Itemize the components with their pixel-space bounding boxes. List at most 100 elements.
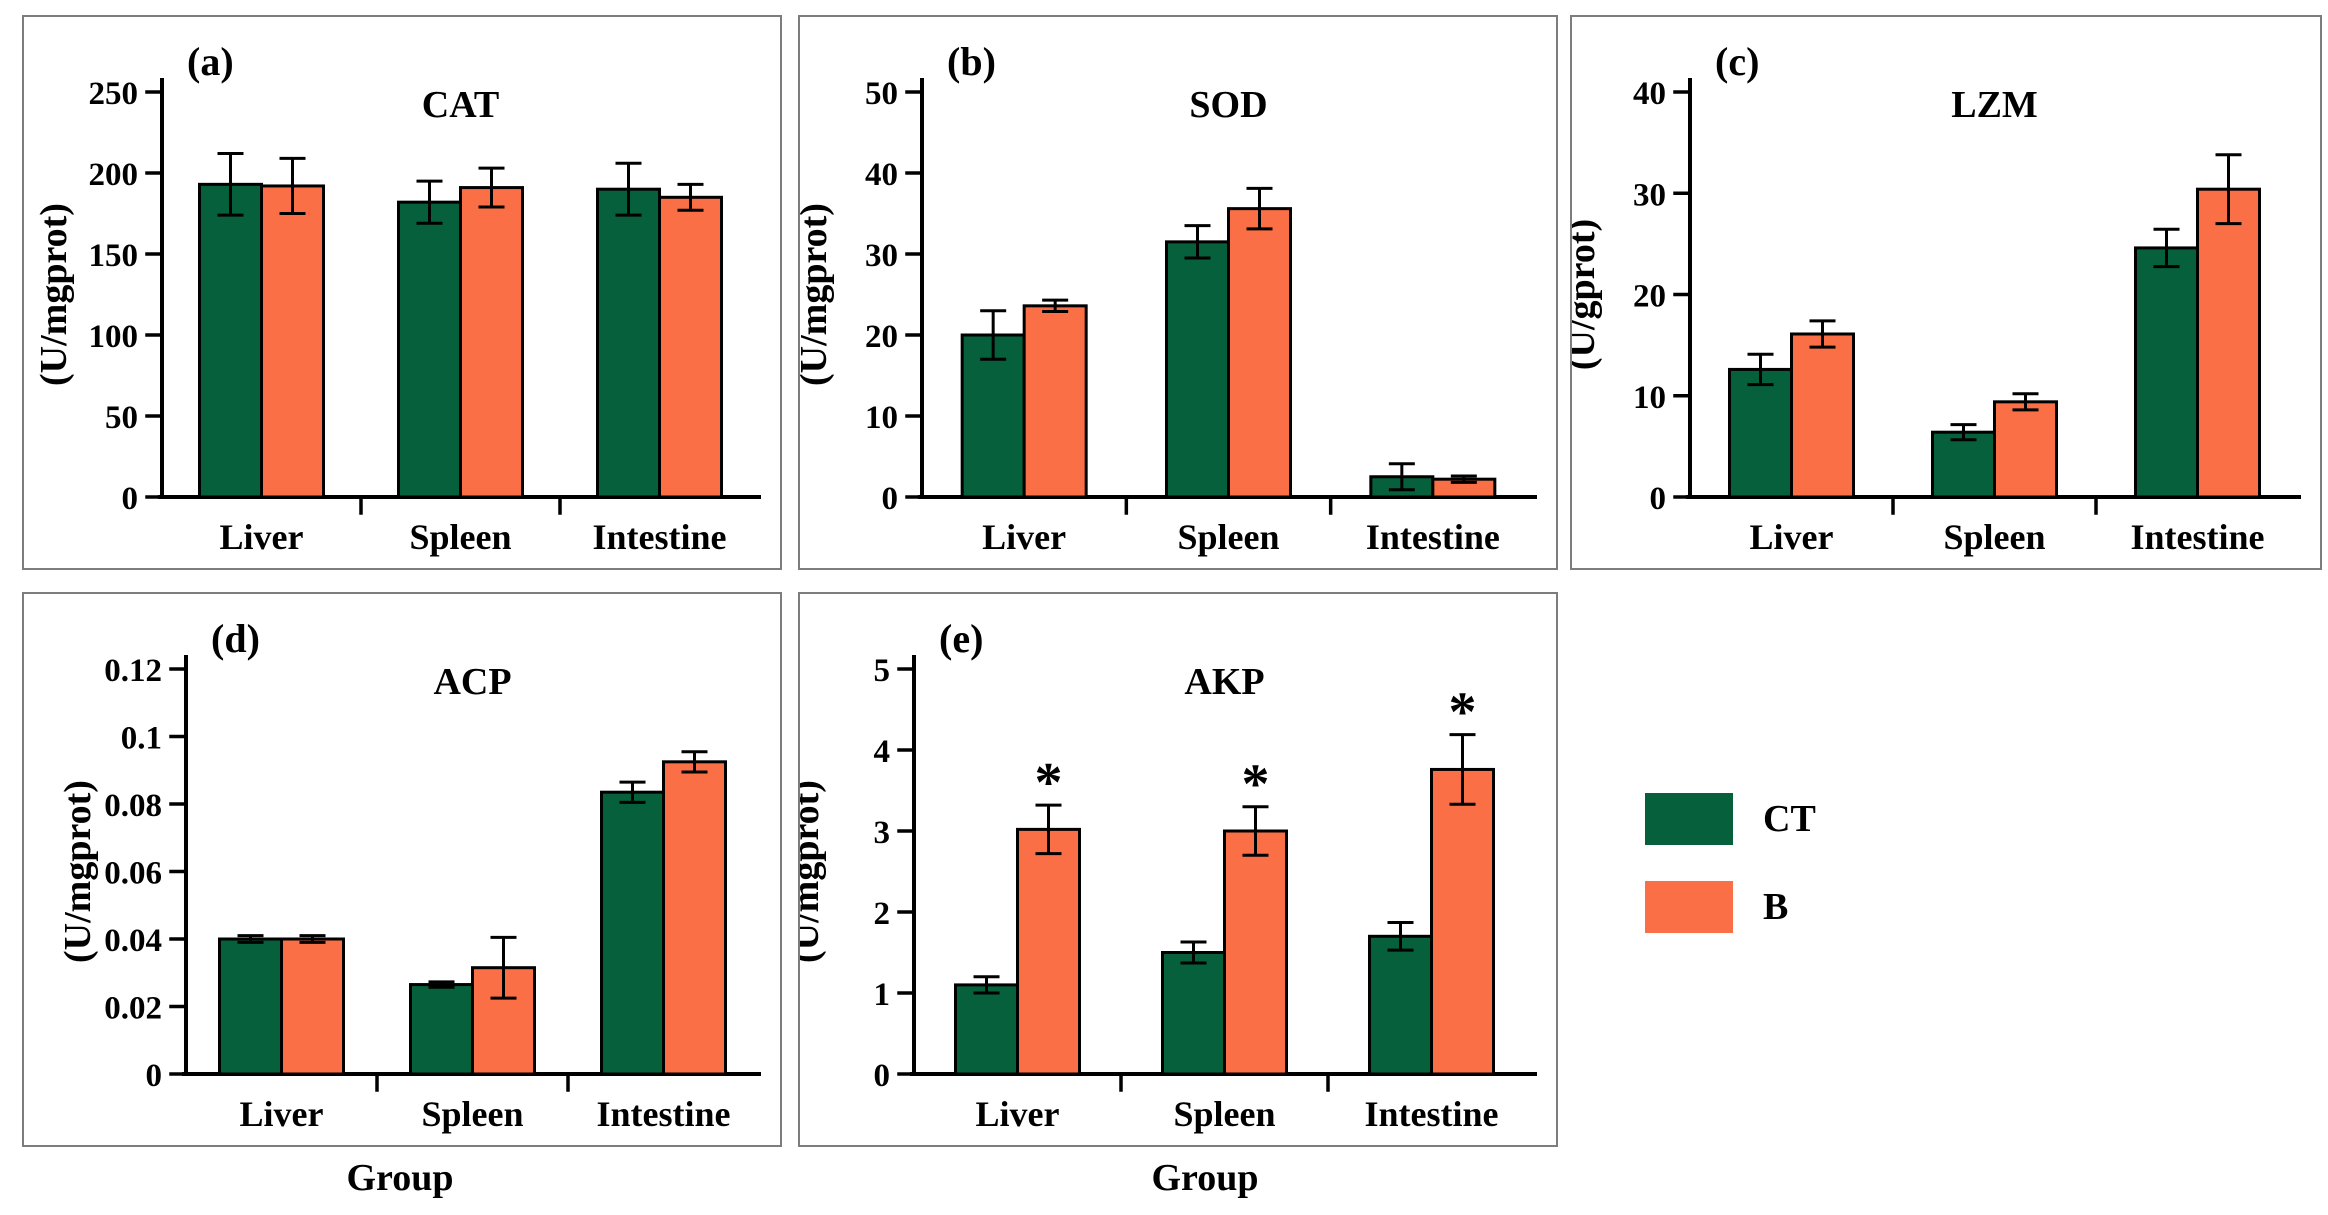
panel-letter: (c) [1715,39,1759,84]
ytick-label: 0.04 [104,923,162,959]
ytick-label: 30 [1633,177,1666,213]
ytick-label: 4 [874,734,891,770]
category-label-liver: Liver [240,1094,324,1134]
ytick-label: 10 [1633,380,1666,416]
bar-ct-intestine [596,187,661,499]
bar-b-spleen [1223,829,1288,1076]
error-bars-b [980,186,1477,492]
x-axis-title-group-e: Group [1151,1157,1259,1199]
chart-c-svg: 0 10 20 30 40 Liver Spleen Intestine LZM (c) (U/gp… [1572,39,2301,557]
ytick-label: 10 [865,400,898,436]
error-bars-c [1747,153,2242,442]
ytick-label: 3 [874,815,891,851]
panel-letter: (e) [939,616,983,661]
panel-e-akp: 0 1 2 3 4 5 Liver Spleen Intestine AKP (e) (U/mgpro… [798,592,1558,1147]
category-label-liver: Liver [976,1094,1060,1134]
legend: CT B [1645,793,1816,933]
bar-b-spleen [1227,207,1292,499]
ytick-label: 0.02 [104,991,162,1027]
category-label-spleen: Spleen [409,517,511,557]
category-label-intestine: Intestine [1365,1094,1499,1134]
legend-item-ct: CT [1645,793,1816,845]
y-axis-label: (U/mgprot) [800,203,835,386]
category-label-intestine: Intestine [1366,517,1500,557]
ytick-label: 1 [874,977,891,1013]
ytick-label: 0 [874,1058,891,1094]
panel-c-lzm: 0 10 20 30 40 Liver Spleen Intestine LZM (c) (U/gp… [1570,15,2322,570]
bar-b-intestine [658,195,723,499]
ytick-label: 50 [105,400,138,436]
ytick-label: 200 [89,157,139,193]
category-label-liver: Liver [982,517,1066,557]
ytick-label: 20 [865,319,898,355]
bar-ct-liver [198,182,263,499]
ytick-label: 0 [1650,481,1667,517]
bar-b-liver [280,937,345,1076]
x-axis-title-group-d: Group [346,1157,454,1199]
ytick-label: 0 [882,481,899,517]
panel-title: SOD [1189,84,1267,126]
labels-a: 0 50 100 150 200 250 Liver Spleen Intestine CAT (a… [33,39,727,557]
bar-b-spleen [1993,400,2058,499]
ytick-label: 50 [865,76,898,112]
bar-b-liver [260,184,325,499]
bar-b-intestine [662,760,727,1076]
y-axis-label: (U/mgprot) [57,780,99,963]
bars-c [1728,187,2261,499]
ytick-label: 30 [865,238,898,274]
ytick-label: 0 [122,481,139,517]
ytick-label: 5 [874,653,891,689]
ytick-label: 250 [89,76,139,112]
bars-a [198,182,723,499]
chart-d-svg: 0 0.02 0.04 0.06 0.08 0.1 0.12 Liver Spleen Intes… [57,616,761,1134]
legend-swatch-b [1645,881,1733,933]
panel-title: ACP [433,661,511,703]
labels-d: 0 0.02 0.04 0.06 0.08 0.1 0.12 Liver Spleen Intes… [57,616,731,1134]
bar-ct-intestine [1368,934,1433,1076]
chart-e-svg: 0 1 2 3 4 5 Liver Spleen Intestine AKP (e) (U/mgpro… [800,616,1537,1134]
category-label-spleen: Spleen [1177,517,1279,557]
y-axis-label: (U/mgprot) [33,203,75,386]
bar-b-liver [1022,304,1088,499]
bar-ct-liver [1728,367,1793,499]
labels-e: 0 1 2 3 4 5 Liver Spleen Intestine AKP (e) (U/mgpro… [800,616,1499,1134]
bar-ct-spleen [1161,951,1226,1076]
panel-letter: (b) [947,39,996,84]
y-axis-label: (U/gprot) [1572,219,1603,370]
ytick-label: 0.12 [104,653,162,689]
ytick-label: 40 [1633,76,1666,112]
category-label-intestine: Intestine [597,1094,731,1134]
ytick-label: 20 [1633,279,1666,315]
legend-item-b: B [1645,881,1816,933]
panel-letter: (d) [211,616,260,661]
ytick-label: 40 [865,157,898,193]
ytick-label: 0.06 [104,856,162,892]
bar-b-liver [1016,827,1081,1076]
y-axis-label: (U/mgprot) [800,780,827,963]
category-label-liver: Liver [220,517,304,557]
bar-ct-liver [954,983,1019,1076]
category-label-intestine: Intestine [593,517,727,557]
panel-letter: (a) [187,39,234,84]
bars-d [218,760,727,1076]
panel-d-acp: 0 0.02 0.04 0.06 0.08 0.1 0.12 Liver Spleen Intes… [22,592,782,1147]
bars-e [954,767,1495,1076]
legend-label-ct: CT [1763,798,1816,840]
chart-a-svg: 0 50 100 150 200 250 Liver Spleen Intestine CAT (a… [33,39,761,557]
ytick-label: 0 [146,1058,163,1094]
error-bars-a [217,152,704,225]
bar-ct-spleen [1931,430,1996,499]
category-label-spleen: Spleen [1943,517,2045,557]
category-label-spleen: Spleen [1173,1094,1275,1134]
bar-ct-intestine [2134,246,2199,499]
category-label-liver: Liver [1750,517,1834,557]
labels-c: 0 10 20 30 40 Liver Spleen Intestine LZM (c) (U/gp… [1572,39,2265,557]
panel-title: LZM [1951,84,2038,126]
bar-b-intestine [1430,767,1495,1076]
bars-b [960,207,1497,499]
bar-ct-intestine [600,790,665,1076]
bar-ct-spleen [397,200,462,499]
error-bars-d [237,750,708,1000]
panel-b-sod: 0 10 20 30 40 50 Liver Spleen Intestine SOD (b) (U/… [798,15,1558,570]
labels-b: 0 10 20 30 40 50 Liver Spleen Intestine SOD (b) (U/… [800,39,1500,557]
